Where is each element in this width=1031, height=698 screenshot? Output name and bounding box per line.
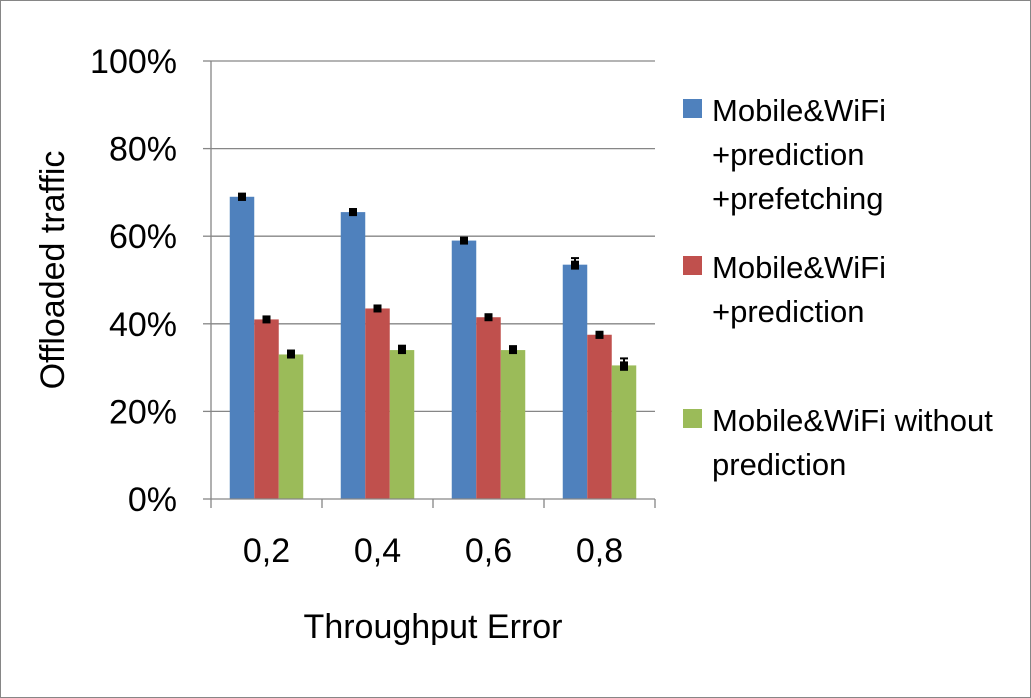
- y-tick-label: 40%: [109, 306, 177, 344]
- error-marker: [398, 346, 406, 355]
- bar: [365, 308, 390, 499]
- error-marker: [287, 350, 295, 359]
- x-tick-label: 0,2: [243, 532, 290, 570]
- y-tick-label: 20%: [109, 393, 177, 431]
- bar: [587, 334, 612, 499]
- bar: [500, 350, 526, 499]
- bar: [476, 317, 501, 499]
- x-tick-label: 0,8: [576, 532, 623, 570]
- legend-label: prediction: [712, 447, 846, 482]
- error-marker: [238, 192, 246, 201]
- error-marker: [571, 260, 579, 269]
- legend-label: Mobile&WiFi: [712, 93, 886, 128]
- error-marker: [262, 315, 271, 324]
- legend-label: +prediction: [712, 294, 865, 329]
- x-axis-title: Throughput Error: [304, 608, 563, 646]
- bars: [229, 196, 637, 500]
- y-tick-label: 100%: [90, 43, 177, 81]
- legend-label: Mobile&WiFi without: [712, 403, 993, 438]
- bar: [451, 240, 477, 499]
- error-marker: [373, 304, 382, 313]
- error-bars: [238, 192, 628, 371]
- bar: [389, 350, 415, 499]
- error-marker: [595, 330, 604, 339]
- bar: [611, 365, 637, 499]
- error-marker: [484, 313, 493, 322]
- bar: [278, 354, 304, 499]
- legend-label: +prefetching: [712, 181, 883, 216]
- x-tick-labels: 0,2 0,4 0,6 0,8: [243, 532, 623, 570]
- x-tick-label: 0,4: [354, 532, 401, 570]
- y-tick-label: 80%: [109, 131, 177, 169]
- error-marker: [620, 361, 628, 370]
- bar: [254, 319, 279, 499]
- y-tick-label: 60%: [109, 218, 177, 256]
- error-marker: [460, 236, 468, 245]
- legend-swatch: [683, 256, 702, 275]
- bar: [229, 196, 255, 499]
- legend-label: Mobile&WiFi: [712, 250, 886, 285]
- bar: [562, 264, 588, 499]
- legend-swatch: [683, 409, 702, 428]
- x-tick-label: 0,6: [465, 532, 512, 570]
- y-tick-labels: 0% 20% 40% 60% 80% 100%: [90, 43, 177, 519]
- y-tick-label: 0%: [128, 481, 177, 519]
- legend-label: +prediction: [712, 137, 865, 172]
- bar: [340, 212, 366, 500]
- y-axis-title: Offloaded traffic: [34, 151, 72, 390]
- legend-swatch: [683, 99, 702, 118]
- error-marker: [509, 346, 517, 355]
- error-marker: [349, 208, 357, 217]
- legend: Mobile&WiFi +prediction +prefetching Mobile…: [683, 93, 993, 482]
- axes: [203, 60, 656, 508]
